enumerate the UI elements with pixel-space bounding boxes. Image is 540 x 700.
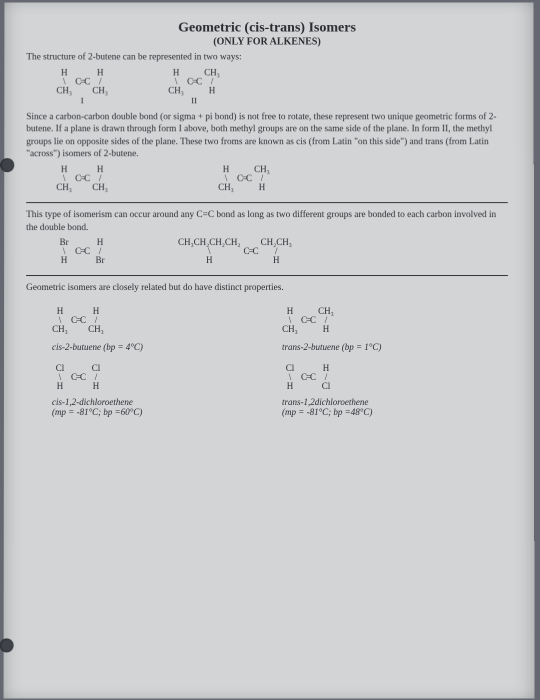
cis-dce-props: (mp = -81°C; bp =60°C) bbox=[52, 407, 252, 417]
cis-butene-label: cis-2-butuene (bp = 4°C) bbox=[52, 342, 252, 352]
intro-text: The structure of 2-butene can be represe… bbox=[26, 51, 507, 64]
cis-dce-name: cis-1,2-dichloroethene bbox=[52, 397, 252, 407]
trans-butene-structure: H CH₃ \C=C/ CH₃ H bbox=[218, 165, 270, 192]
page-title: Geometric (cis-trans) Isomers bbox=[26, 21, 507, 37]
worksheet-page: Geometric (cis-trans) Isomers (ONLY FOR … bbox=[4, 3, 535, 699]
paragraph-1: Since a carbon-carbon double bond (or si… bbox=[26, 111, 508, 161]
structure-form-2: H CH₃ \C=C/ CH₃ H II bbox=[168, 68, 220, 105]
bromo-structure: Br H \C=C/ H Br bbox=[56, 238, 108, 265]
cis-dce-col: Cl Cl \C=C/ H H cis-1,2-dichloroethene (… bbox=[52, 358, 252, 417]
trans-butene-col: H CH₃ \C=C/ CH₃ H trans-2-butuene (bp = … bbox=[282, 301, 482, 352]
page-subtitle: (ONLY FOR ALKENES) bbox=[26, 36, 507, 47]
divider bbox=[26, 202, 508, 203]
properties-block-2: Cl Cl \C=C/ H H cis-1,2-dichloroethene (… bbox=[52, 358, 508, 417]
cis-butene-structure-2: H H \C=C/ CH₃ CH₃ bbox=[52, 307, 104, 334]
divider bbox=[26, 275, 508, 276]
structures-row-1: H H \C=C/ CH₃ CH₃ I H CH₃ \C=C/ CH₃ H II bbox=[56, 68, 507, 105]
trans-dce-structure: Cl H \C=C/ H Cl bbox=[282, 364, 334, 391]
trans-butene-structure-2: H CH₃ \C=C/ CH₃ H bbox=[282, 307, 334, 334]
structures-row-2: H H \C=C/ CH₃ CH₃ H CH₃ \C=C/ CH₃ H bbox=[56, 165, 508, 192]
punch-hole bbox=[0, 638, 14, 652]
structure-form-1: H H \C=C/ CH₃ CH₃ I bbox=[56, 68, 108, 105]
cis-butene-col: H H \C=C/ CH₃ CH₃ cis-2-butuene (bp = 4°… bbox=[52, 301, 252, 352]
punch-hole bbox=[0, 158, 14, 172]
paragraph-2: This type of isomerism can occur around … bbox=[26, 209, 508, 234]
structures-row-3: Br H \C=C/ H Br CH₃CH₂CH₂CH₂ CH₂CH₃ \C=C… bbox=[56, 238, 508, 265]
trans-dce-props: (mp = -81°C; bp =48°C) bbox=[282, 407, 482, 417]
trans-dce-col: Cl H \C=C/ H Cl trans-1,2dichloroethene … bbox=[282, 358, 482, 417]
form-1-label: I bbox=[56, 96, 108, 105]
cis-dce-structure: Cl Cl \C=C/ H H bbox=[52, 364, 104, 391]
paragraph-3: Geometric isomers are closely related bu… bbox=[26, 282, 508, 295]
properties-block-1: H H \C=C/ CH₃ CH₃ cis-2-butuene (bp = 4°… bbox=[52, 301, 508, 352]
form-2-label: II bbox=[168, 96, 220, 105]
chain-structure: CH₃CH₂CH₂CH₂ CH₂CH₃ \C=C/ H H bbox=[178, 238, 292, 265]
cis-butene-structure: H H \C=C/ CH₃ CH₃ bbox=[56, 165, 108, 192]
trans-dce-name: trans-1,2dichloroethene bbox=[282, 397, 482, 407]
trans-butene-label: trans-2-butuene (bp = 1°C) bbox=[282, 342, 482, 352]
